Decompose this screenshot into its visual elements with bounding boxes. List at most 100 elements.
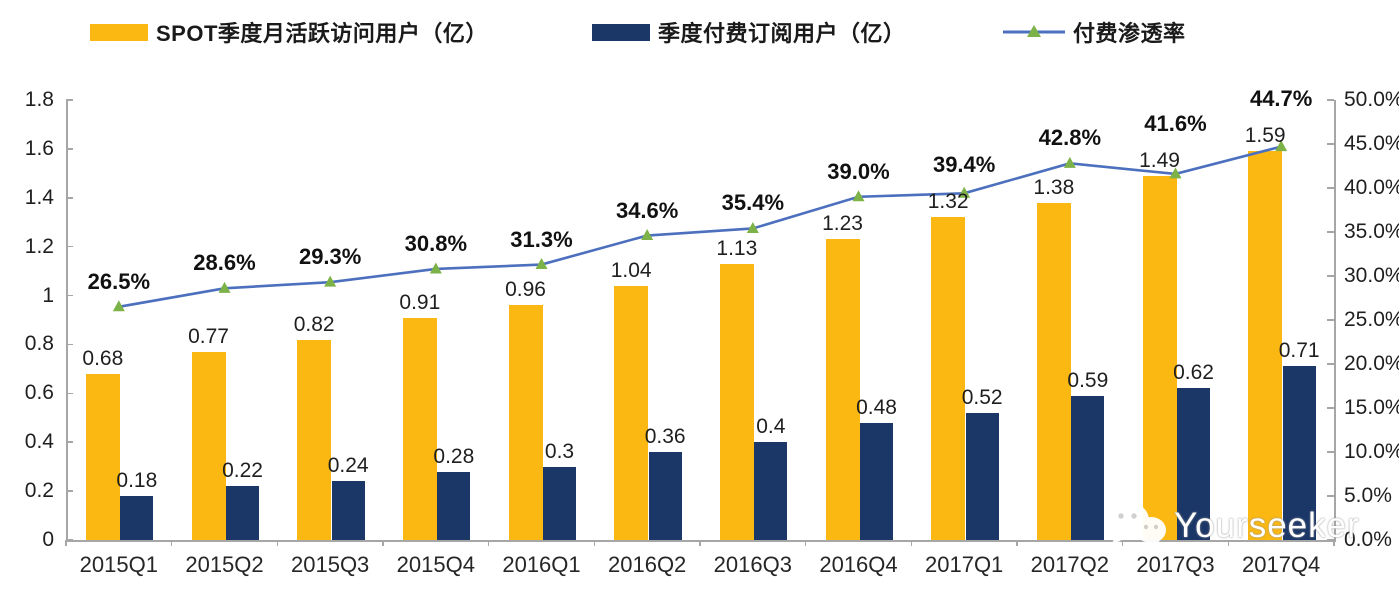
x-axis-tick bbox=[487, 540, 490, 546]
x-axis-tick bbox=[1016, 540, 1018, 546]
line-marker-icon bbox=[535, 258, 548, 270]
line-marker-icon bbox=[852, 190, 865, 202]
mau-value-label: 0.82 bbox=[293, 312, 335, 336]
y-axis-right-label: 40.0% bbox=[1344, 176, 1399, 199]
penetration-label: 28.6% bbox=[193, 250, 256, 276]
mau-value-label: 1.38 bbox=[1033, 175, 1075, 199]
penetration-label: 39.4% bbox=[932, 152, 996, 178]
legend-swatch-mau-icon bbox=[90, 23, 148, 41]
y-axis-right-tick bbox=[1327, 539, 1334, 541]
x-axis-tick bbox=[1227, 540, 1230, 546]
subs-bar bbox=[437, 471, 471, 540]
mau-value-label: 1.13 bbox=[716, 236, 758, 260]
subs-bar bbox=[965, 412, 999, 540]
legend-item-spot-mau: SPOT季度月活跃访问用户（亿） bbox=[90, 18, 488, 46]
legend-item-paid-subs: 季度付费订阅用户（亿） bbox=[592, 18, 906, 46]
legend-swatch-subs-icon bbox=[592, 23, 650, 41]
subs-value-label: 0.4 bbox=[756, 415, 786, 439]
mau-bar bbox=[191, 351, 226, 540]
x-axis-label: 2016Q3 bbox=[713, 552, 792, 577]
subs-bar bbox=[1177, 388, 1210, 540]
y-axis-right-label: 15.0% bbox=[1344, 396, 1399, 419]
mau-bar bbox=[719, 263, 754, 540]
y-axis-left bbox=[66, 100, 68, 540]
x-axis-label: 2017Q2 bbox=[1030, 552, 1109, 577]
mau-value-label: 1.23 bbox=[822, 212, 863, 236]
y-axis-right-tick bbox=[1327, 143, 1334, 145]
y-axis-right-tick bbox=[1327, 407, 1334, 409]
y-axis-left-tick bbox=[66, 245, 73, 248]
y-axis-right-tick bbox=[1327, 451, 1334, 453]
penetration-label: 34.6% bbox=[615, 197, 679, 223]
y-axis-left-label: 0.2 bbox=[24, 479, 54, 503]
x-axis-tick bbox=[170, 540, 173, 546]
y-axis-right bbox=[1334, 100, 1336, 540]
penetration-line-layer bbox=[112, 140, 1288, 312]
line-marker-icon bbox=[641, 229, 654, 241]
subs-value-label: 0.24 bbox=[327, 454, 369, 478]
y-axis-left-label: 1.4 bbox=[24, 185, 54, 209]
y-axis-left-tick bbox=[66, 539, 73, 541]
x-axis-tick bbox=[910, 540, 913, 546]
x-axis-label: 2015Q4 bbox=[396, 552, 475, 577]
subs-bar bbox=[1071, 395, 1105, 540]
legend-line-marker-icon bbox=[1003, 23, 1065, 41]
penetration-label: 31.3% bbox=[510, 226, 573, 252]
subs-value-label: 0.59 bbox=[1067, 368, 1109, 392]
penetration-label: 29.3% bbox=[298, 244, 362, 270]
subs-value-label: 0.18 bbox=[116, 469, 158, 492]
penetration-label: 42.8% bbox=[1038, 125, 1102, 151]
watermark: Yourseeker bbox=[1104, 498, 1360, 554]
y-axis-left-tick bbox=[66, 490, 73, 492]
mau-value-label: 1.49 bbox=[1139, 148, 1180, 172]
y-axis-left-tick bbox=[66, 343, 73, 346]
x-axis-label: 2017Q4 bbox=[1242, 552, 1321, 577]
mau-bar bbox=[825, 239, 860, 540]
line-marker-icon bbox=[324, 275, 337, 287]
y-axis-left-label: 1.2 bbox=[24, 234, 54, 258]
y-axis-right-tick bbox=[1327, 495, 1334, 497]
y-axis-right-label: 30.0% bbox=[1344, 264, 1399, 287]
penetration-label: 39.0% bbox=[827, 158, 890, 184]
x-axis-tick bbox=[276, 540, 279, 546]
subs-bar bbox=[1282, 366, 1316, 540]
penetration-label: 30.8% bbox=[404, 230, 468, 256]
legend-item-penetration: 付费渗透率 bbox=[1003, 18, 1186, 46]
y-axis-right-tick bbox=[1327, 99, 1334, 101]
y-axis-left-tick bbox=[66, 197, 73, 199]
subs-value-label: 0.28 bbox=[433, 444, 475, 468]
line-marker-icon bbox=[429, 262, 442, 274]
subs-bar bbox=[120, 496, 154, 540]
subs-value-label: 0.3 bbox=[544, 439, 575, 463]
y-axis-right-label: 25.0% bbox=[1344, 308, 1399, 331]
mau-bar bbox=[508, 305, 543, 540]
y-axis-right-label: 10.0% bbox=[1344, 440, 1399, 463]
x-axis-tick bbox=[65, 540, 67, 546]
x-axis-label: 2017Q3 bbox=[1136, 552, 1215, 577]
y-axis-left-label: 0.4 bbox=[24, 430, 54, 454]
y-axis-left-label: 0 bbox=[42, 528, 54, 551]
x-axis-label: 2017Q1 bbox=[925, 552, 1004, 577]
subs-value-label: 0.36 bbox=[644, 425, 686, 448]
y-axis-right-label: 35.0% bbox=[1344, 220, 1399, 243]
subs-bar bbox=[754, 442, 788, 540]
subs-bar bbox=[648, 452, 682, 540]
x-axis-label: 2015Q1 bbox=[79, 552, 158, 577]
penetration-label: 44.7% bbox=[1249, 86, 1313, 112]
y-axis-left-label: 0.8 bbox=[24, 332, 54, 356]
penetration-label: 35.4% bbox=[721, 190, 785, 216]
subs-bar bbox=[543, 466, 576, 540]
y-axis-left-tick bbox=[66, 99, 73, 101]
line-marker-icon bbox=[746, 221, 759, 233]
wechat-icon bbox=[1107, 502, 1166, 549]
y-axis-right-tick bbox=[1327, 363, 1334, 365]
y-axis-left-label: 1 bbox=[42, 283, 54, 307]
mau-bar bbox=[297, 339, 332, 540]
x-axis-tick bbox=[1121, 540, 1124, 546]
mau-value-label: 0.77 bbox=[188, 324, 229, 348]
line-marker-icon bbox=[1169, 167, 1182, 179]
y-axis-left-tick bbox=[66, 294, 73, 297]
y-axis-left-label: 1.8 bbox=[24, 88, 54, 111]
x-axis-label: 2016Q1 bbox=[502, 552, 581, 577]
